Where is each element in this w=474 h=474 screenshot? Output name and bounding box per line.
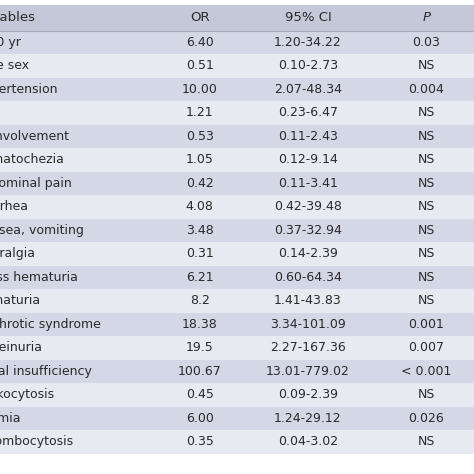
Bar bbox=[0, 125, 474, 148]
Text: 0.35: 0.35 bbox=[186, 436, 214, 448]
Text: OR: OR bbox=[190, 11, 210, 24]
Bar bbox=[0, 266, 474, 289]
Bar bbox=[0, 54, 474, 78]
Text: 10.00: 10.00 bbox=[182, 83, 218, 96]
Text: 1.21: 1.21 bbox=[186, 107, 213, 119]
Text: 8.2: 8.2 bbox=[190, 294, 210, 308]
Text: Hematochezia: Hematochezia bbox=[0, 154, 64, 166]
Text: Anemia: Anemia bbox=[0, 412, 22, 425]
Text: Male sex: Male sex bbox=[0, 60, 29, 73]
Text: NS: NS bbox=[418, 107, 435, 119]
Text: 18.38: 18.38 bbox=[182, 318, 218, 331]
Text: 6.00: 6.00 bbox=[186, 412, 214, 425]
Text: 0.60-64.34: 0.60-64.34 bbox=[274, 271, 342, 284]
Text: 1.20-34.22: 1.20-34.22 bbox=[274, 36, 342, 49]
Text: > 20 yr: > 20 yr bbox=[0, 36, 21, 49]
Text: 0.10-2.73: 0.10-2.73 bbox=[278, 60, 338, 73]
Text: 6.21: 6.21 bbox=[186, 271, 213, 284]
Text: 0.12-9.14: 0.12-9.14 bbox=[278, 154, 338, 166]
Text: NS: NS bbox=[418, 247, 435, 261]
Text: 1.41-43.83: 1.41-43.83 bbox=[274, 294, 342, 308]
Text: NS: NS bbox=[418, 389, 435, 401]
Bar bbox=[0, 430, 474, 454]
Text: 0.42: 0.42 bbox=[186, 177, 213, 190]
Text: 4.08: 4.08 bbox=[186, 201, 214, 213]
Bar bbox=[0, 31, 474, 54]
Text: GI involvement: GI involvement bbox=[0, 130, 69, 143]
Text: 3.34-101.09: 3.34-101.09 bbox=[270, 318, 346, 331]
Text: 0.001: 0.001 bbox=[408, 318, 444, 331]
Bar bbox=[0, 383, 474, 407]
Text: 0.51: 0.51 bbox=[186, 60, 214, 73]
Text: Gross hematuria: Gross hematuria bbox=[0, 271, 78, 284]
Text: 0.04-3.02: 0.04-3.02 bbox=[278, 436, 338, 448]
Bar bbox=[0, 5, 474, 31]
Text: NS: NS bbox=[418, 224, 435, 237]
Text: P: P bbox=[422, 11, 430, 24]
Text: 0.42-39.48: 0.42-39.48 bbox=[274, 201, 342, 213]
Text: 0.004: 0.004 bbox=[408, 83, 444, 96]
Text: Nausea, vomiting: Nausea, vomiting bbox=[0, 224, 84, 237]
Text: 2.27-167.36: 2.27-167.36 bbox=[270, 341, 346, 355]
Bar bbox=[0, 407, 474, 430]
Text: NS: NS bbox=[418, 177, 435, 190]
Text: 0.45: 0.45 bbox=[186, 389, 214, 401]
Bar bbox=[0, 195, 474, 219]
Text: NS: NS bbox=[418, 130, 435, 143]
Text: 0.09-2.39: 0.09-2.39 bbox=[278, 389, 338, 401]
Text: Hypertension: Hypertension bbox=[0, 83, 58, 96]
Text: NS: NS bbox=[418, 201, 435, 213]
Text: 0.37-32.94: 0.37-32.94 bbox=[274, 224, 342, 237]
Text: NS: NS bbox=[418, 154, 435, 166]
Text: NS: NS bbox=[418, 436, 435, 448]
Text: Proteinuria: Proteinuria bbox=[0, 341, 42, 355]
Text: 0.007: 0.007 bbox=[408, 341, 444, 355]
Text: Thrombocytosis: Thrombocytosis bbox=[0, 436, 73, 448]
Text: NS: NS bbox=[418, 294, 435, 308]
Bar bbox=[0, 242, 474, 266]
Bar bbox=[0, 313, 474, 336]
Bar bbox=[0, 78, 474, 101]
Bar bbox=[0, 219, 474, 242]
Bar bbox=[0, 336, 474, 360]
Text: 1.24-29.12: 1.24-29.12 bbox=[274, 412, 342, 425]
Text: 0.11-3.41: 0.11-3.41 bbox=[278, 177, 338, 190]
Bar bbox=[0, 360, 474, 383]
Text: 0.11-2.43: 0.11-2.43 bbox=[278, 130, 338, 143]
Text: Abdominal pain: Abdominal pain bbox=[0, 177, 72, 190]
Text: 0.31: 0.31 bbox=[186, 247, 213, 261]
Text: Leukocytosis: Leukocytosis bbox=[0, 389, 55, 401]
Text: Hematuria: Hematuria bbox=[0, 294, 41, 308]
Text: 0.53: 0.53 bbox=[186, 130, 214, 143]
Text: 0.026: 0.026 bbox=[408, 412, 444, 425]
Text: 100.67: 100.67 bbox=[178, 365, 221, 378]
Text: 2.07-48.34: 2.07-48.34 bbox=[274, 83, 342, 96]
Text: 0.23-6.47: 0.23-6.47 bbox=[278, 107, 338, 119]
Text: Diarrhea: Diarrhea bbox=[0, 201, 28, 213]
Text: Arthralgia: Arthralgia bbox=[0, 247, 36, 261]
Text: NS: NS bbox=[418, 60, 435, 73]
Text: Nephrotic syndrome: Nephrotic syndrome bbox=[0, 318, 101, 331]
Bar bbox=[0, 101, 474, 125]
Text: Renal insufficiency: Renal insufficiency bbox=[0, 365, 92, 378]
Text: 13.01-779.02: 13.01-779.02 bbox=[266, 365, 350, 378]
Text: NS: NS bbox=[418, 271, 435, 284]
Text: 0.14-2.39: 0.14-2.39 bbox=[278, 247, 338, 261]
Text: 1.05: 1.05 bbox=[186, 154, 214, 166]
Text: 0.03: 0.03 bbox=[412, 36, 440, 49]
Text: 19.5: 19.5 bbox=[186, 341, 213, 355]
Bar bbox=[0, 148, 474, 172]
Bar bbox=[0, 172, 474, 195]
Text: 6.40: 6.40 bbox=[186, 36, 213, 49]
Text: < 0.001: < 0.001 bbox=[401, 365, 451, 378]
Text: 95% CI: 95% CI bbox=[284, 11, 331, 24]
Text: 3.48: 3.48 bbox=[186, 224, 213, 237]
Text: Variables: Variables bbox=[0, 11, 36, 24]
Bar bbox=[0, 289, 474, 313]
